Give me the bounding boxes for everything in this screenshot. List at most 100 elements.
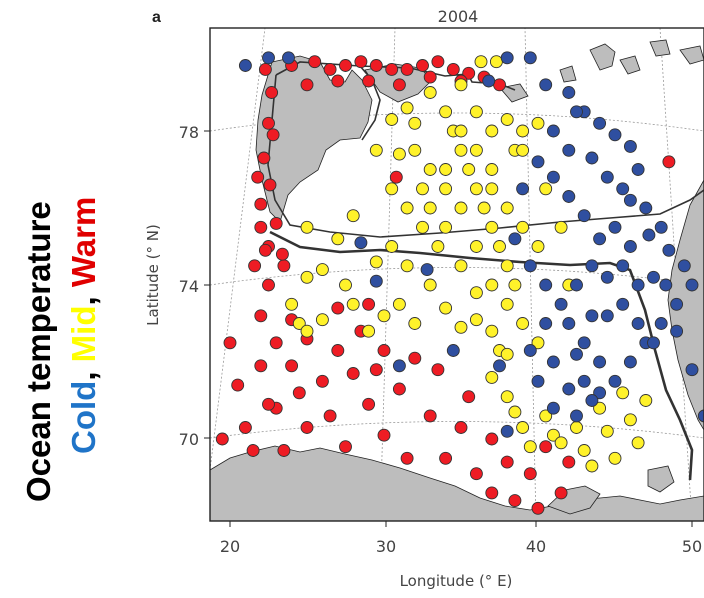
station-point-cold xyxy=(446,344,460,357)
station-point-cold xyxy=(662,243,676,257)
station-point-mid xyxy=(408,143,422,157)
station-point-cold xyxy=(546,124,560,138)
y-tick-label: 70 xyxy=(179,430,199,449)
station-point-mid xyxy=(300,270,314,284)
side-label-line1: Ocean temperature xyxy=(20,201,57,502)
station-point-cold xyxy=(500,51,514,65)
station-point-cold xyxy=(631,163,645,176)
station-point-warm xyxy=(339,59,352,72)
y-tick-labels: 70 74 78 xyxy=(179,123,199,449)
station-point-cold xyxy=(623,193,637,207)
station-point-mid xyxy=(416,220,429,234)
station-point-mid xyxy=(416,182,429,196)
station-point-mid xyxy=(454,201,468,215)
station-point-warm xyxy=(254,197,268,211)
station-point-cold xyxy=(697,409,704,423)
station-point-cold xyxy=(523,259,537,273)
station-point-warm xyxy=(508,494,522,508)
x-tick-label: 40 xyxy=(526,537,546,556)
station-point-cold xyxy=(554,297,568,311)
station-point-warm xyxy=(275,247,289,261)
kong-karl-land xyxy=(499,83,529,103)
station-point-mid xyxy=(500,113,514,126)
x-tick-label: 30 xyxy=(376,537,396,556)
station-point-cold xyxy=(562,382,576,396)
station-point-mid xyxy=(489,55,503,69)
station-point-warm xyxy=(262,278,275,292)
station-point-warm xyxy=(362,74,376,88)
x-tick-label: 20 xyxy=(220,537,240,556)
axis-ticks xyxy=(204,130,693,527)
station-point-warm xyxy=(562,455,576,469)
station-point-mid xyxy=(508,278,522,292)
station-point-warm xyxy=(265,86,279,99)
station-point-mid xyxy=(423,163,437,176)
station-point-mid xyxy=(600,424,614,438)
station-point-mid xyxy=(531,116,545,130)
station-point-mid xyxy=(485,124,499,138)
station-point-cold xyxy=(531,374,545,388)
station-point-mid xyxy=(400,201,414,215)
side-label: Ocean temperature Cold, Mid, Warm xyxy=(20,197,102,502)
station-point-cold xyxy=(631,317,645,330)
station-point-warm xyxy=(493,78,506,92)
station-point-mid xyxy=(439,163,453,176)
station-point-cold xyxy=(420,263,434,277)
station-point-cold xyxy=(600,170,614,184)
panel-label: a xyxy=(152,9,161,26)
station-point-mid xyxy=(469,240,483,253)
station-point-warm xyxy=(531,501,545,515)
station-point-warm xyxy=(423,70,437,84)
station-point-warm xyxy=(331,301,345,315)
station-point-cold xyxy=(262,51,275,65)
station-point-mid xyxy=(439,105,453,119)
station-point-cold xyxy=(685,363,699,377)
station-point-warm xyxy=(354,55,368,69)
station-point-cold xyxy=(593,355,607,369)
station-point-cold xyxy=(608,220,622,234)
station-point-cold xyxy=(670,297,684,311)
side-label-warm: Warm xyxy=(65,197,102,287)
station-point-cold xyxy=(593,116,607,130)
plot-frame xyxy=(209,27,704,522)
station-point-mid xyxy=(300,220,314,234)
station-point-warm xyxy=(416,59,429,72)
station-point-cold xyxy=(593,386,607,400)
side-label-sep2: , xyxy=(65,287,102,305)
station-point-mid xyxy=(570,421,583,434)
franz-josef-land xyxy=(559,39,704,83)
station-point-mid xyxy=(516,421,530,434)
station-point-mid xyxy=(315,313,329,327)
station-point-mid xyxy=(585,459,599,473)
station-point-warm xyxy=(277,259,291,273)
station-point-cold xyxy=(531,155,545,169)
station-point-warm xyxy=(377,344,391,357)
station-point-cold xyxy=(608,128,622,142)
station-point-warm xyxy=(266,128,280,142)
station-point-mid xyxy=(439,301,453,315)
station-point-warm xyxy=(262,116,275,130)
station-point-mid xyxy=(531,336,545,350)
station-point-mid xyxy=(462,163,476,176)
station-point-cold xyxy=(616,182,630,196)
x-tick-label: 50 xyxy=(682,537,702,556)
station-point-warm xyxy=(400,62,414,76)
station-point-cold xyxy=(516,182,530,196)
station-point-warm xyxy=(454,421,468,434)
station-point-warm xyxy=(246,444,260,457)
station-point-mid xyxy=(500,201,514,215)
station-point-warm xyxy=(400,451,414,465)
station-point-warm xyxy=(308,55,322,69)
station-point-cold xyxy=(570,105,583,119)
side-label-sep1: , xyxy=(65,362,102,380)
station-point-warm xyxy=(258,62,272,76)
station-point-warm xyxy=(469,467,483,481)
station-point-mid xyxy=(616,386,630,400)
station-point-cold xyxy=(562,143,576,157)
station-point-warm xyxy=(323,62,337,76)
station-point-mid xyxy=(392,297,406,311)
station-point-warm xyxy=(662,155,676,169)
station-point-cold xyxy=(585,151,599,165)
station-point-warm xyxy=(392,382,406,396)
